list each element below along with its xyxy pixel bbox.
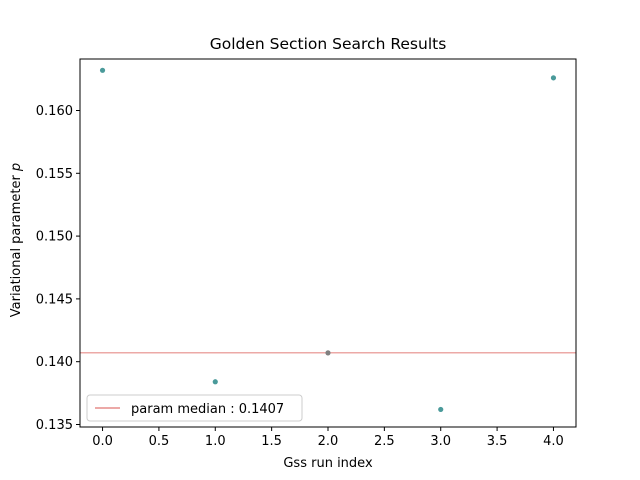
- data-point-0: [99, 67, 106, 73]
- data-point-2: [325, 350, 331, 356]
- x-tick-label: 0.5: [149, 434, 170, 449]
- y-tick-label: 0.140: [36, 355, 73, 370]
- legend-frame: [86, 394, 303, 422]
- y-tick-label: 0.155: [36, 167, 73, 182]
- x-axis-title: Gss run index: [283, 456, 373, 471]
- x-tick-label: 1.5: [261, 434, 282, 449]
- x-tick-label: 3.0: [430, 434, 451, 449]
- y-axis-title-text: Variational parameter: [9, 171, 24, 317]
- x-tick-label: 4.0: [543, 434, 564, 449]
- y-tick-label: 0.145: [36, 292, 73, 307]
- legend-entry-median: param median : 0.1407: [131, 402, 284, 417]
- x-tick-label: 1.0: [205, 434, 226, 449]
- data-point-1: [212, 379, 218, 385]
- axis-ticks: 0.0 0.5 1.0 1.5 2.0 2.5 3.0 3.5 4.0 0.135 0.140 0.1…: [36, 104, 564, 449]
- x-tick-label: 2.5: [374, 434, 395, 449]
- x-tick-label: 2.0: [318, 434, 339, 449]
- x-tick-label: 0.0: [92, 434, 113, 449]
- legend: param median : 0.1407: [86, 394, 303, 422]
- data-point-4: [550, 75, 557, 81]
- chart-title: Golden Section Search Results: [210, 35, 447, 53]
- y-tick-label: 0.160: [36, 104, 73, 119]
- y-tick-label: 0.135: [36, 418, 73, 433]
- y-tick-label: 0.150: [36, 230, 73, 245]
- x-tick-label: 3.5: [487, 434, 508, 449]
- data-point-3: [438, 406, 444, 413]
- y-axis-title: Variational parameter p: [9, 163, 24, 317]
- y-axis-title-symbol: p: [9, 163, 24, 172]
